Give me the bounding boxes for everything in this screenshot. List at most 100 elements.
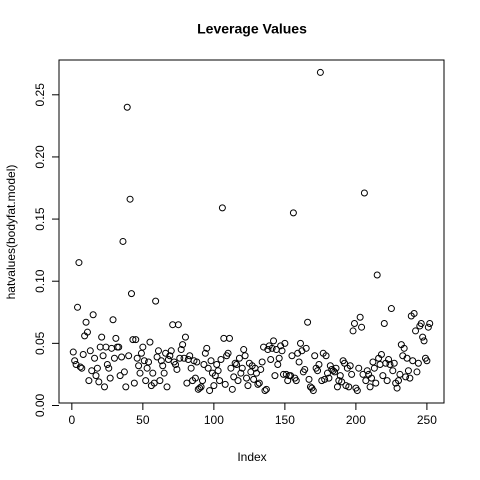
point	[373, 271, 381, 279]
point	[321, 375, 329, 383]
point	[179, 341, 187, 349]
x-tick-label: 150	[275, 413, 295, 427]
point	[394, 377, 402, 385]
point	[257, 365, 265, 373]
point	[402, 373, 410, 381]
point	[93, 364, 101, 372]
point	[311, 352, 319, 360]
point	[336, 372, 344, 380]
point	[302, 344, 310, 352]
point	[268, 344, 276, 352]
point	[396, 370, 404, 378]
point	[157, 357, 165, 365]
point	[150, 379, 158, 387]
point	[169, 321, 177, 329]
x-tick-label: 100	[204, 413, 224, 427]
point	[71, 357, 79, 365]
point	[393, 384, 401, 392]
point	[346, 362, 354, 370]
point	[262, 385, 270, 393]
point	[243, 374, 251, 382]
point	[390, 359, 398, 367]
point	[370, 364, 378, 372]
x-axis-label: Index	[237, 450, 266, 464]
point	[159, 362, 167, 370]
point	[203, 344, 211, 352]
point	[122, 383, 130, 391]
point	[142, 377, 150, 385]
point	[258, 358, 266, 366]
point	[112, 334, 120, 342]
point	[380, 319, 388, 327]
point	[304, 318, 312, 326]
point	[218, 204, 226, 212]
point	[91, 354, 99, 362]
point	[186, 352, 194, 360]
y-tick-label: 0.15	[33, 207, 47, 231]
point	[368, 374, 376, 382]
point	[383, 377, 391, 385]
point	[419, 333, 427, 341]
point	[153, 353, 161, 361]
y-tick-label: 0.25	[33, 83, 47, 107]
point	[120, 368, 128, 376]
point	[86, 347, 94, 355]
point	[252, 369, 260, 377]
point	[270, 337, 278, 345]
point	[201, 349, 209, 357]
point	[244, 382, 252, 390]
point	[221, 380, 229, 388]
point	[193, 358, 201, 366]
chart-title: Leverage Values	[197, 21, 307, 37]
point	[163, 383, 171, 391]
point	[424, 323, 432, 331]
point	[389, 367, 397, 375]
point	[385, 356, 393, 364]
point	[275, 354, 283, 362]
point	[305, 375, 313, 383]
point	[176, 354, 184, 362]
point	[376, 360, 384, 368]
point	[166, 352, 174, 360]
point	[360, 189, 368, 197]
point	[140, 357, 148, 365]
point	[237, 369, 245, 377]
point	[173, 365, 181, 373]
point	[156, 377, 164, 385]
point	[109, 316, 117, 324]
point	[379, 372, 387, 380]
point	[333, 383, 341, 391]
point	[363, 367, 371, 375]
point	[180, 354, 188, 362]
point	[356, 313, 364, 321]
point	[69, 348, 77, 356]
point	[414, 359, 422, 367]
point	[196, 384, 204, 392]
point	[349, 327, 357, 335]
point	[98, 333, 106, 341]
point	[146, 338, 154, 346]
point	[366, 383, 374, 391]
point	[315, 360, 323, 368]
point	[316, 68, 324, 76]
point	[79, 351, 87, 359]
point	[145, 358, 153, 366]
point	[127, 290, 135, 298]
point	[172, 360, 180, 368]
point	[358, 323, 366, 331]
point	[331, 368, 339, 376]
point	[135, 362, 143, 370]
point	[233, 360, 241, 368]
point	[115, 343, 123, 351]
x-tick-label: 0	[68, 413, 75, 427]
point	[123, 103, 131, 111]
point	[387, 305, 395, 313]
point	[234, 377, 242, 385]
point	[409, 357, 417, 365]
point	[184, 356, 192, 364]
point	[143, 364, 151, 372]
point	[235, 354, 243, 362]
point	[206, 387, 214, 395]
point	[224, 349, 232, 357]
point	[210, 382, 218, 390]
